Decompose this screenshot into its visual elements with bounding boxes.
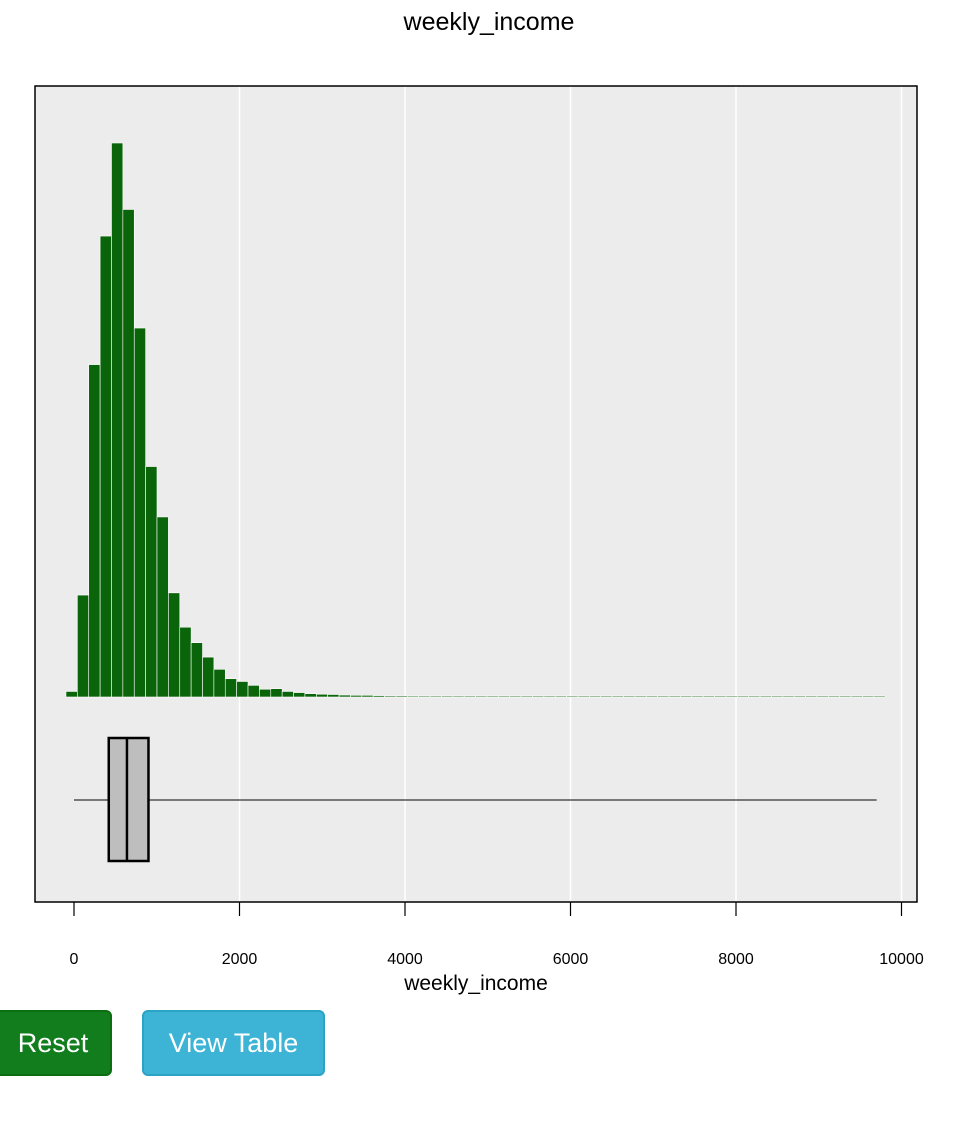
histogram-bar <box>304 693 317 698</box>
histogram-bar <box>543 695 556 698</box>
histogram-bar <box>520 695 533 698</box>
histogram-bar <box>873 695 886 698</box>
histogram-bar <box>691 695 704 698</box>
histogram-bar <box>338 694 351 698</box>
histogram-bar <box>862 695 875 698</box>
histogram-bar <box>805 695 818 698</box>
histogram-bar <box>77 594 90 698</box>
histogram-bar <box>554 695 567 698</box>
x-tick-label: 10000 <box>879 951 924 968</box>
histogram-bar <box>202 656 215 698</box>
histogram-bar <box>645 695 658 698</box>
histogram-bar <box>702 695 715 698</box>
histogram-bar <box>361 695 374 698</box>
histogram-bar <box>771 695 784 698</box>
histogram-bar <box>475 695 488 698</box>
histogram-bars <box>65 142 886 698</box>
x-tick-label: 6000 <box>553 951 589 968</box>
histogram-bar <box>509 695 522 698</box>
histogram-bar <box>577 695 590 698</box>
histogram-bar <box>657 695 670 698</box>
histogram-bar <box>407 695 419 698</box>
histogram-bar <box>634 695 647 698</box>
histogram-bar <box>99 235 112 698</box>
histogram-bar <box>179 626 192 698</box>
histogram-bar <box>736 695 749 698</box>
histogram-bar <box>281 691 294 698</box>
histogram-bar <box>759 695 772 698</box>
histogram-bar <box>429 695 442 698</box>
histogram-bar <box>315 693 328 698</box>
boxplot-box <box>107 736 150 863</box>
x-tick-label: 2000 <box>222 951 258 968</box>
histogram-bar <box>213 668 226 698</box>
histogram-bar <box>441 695 454 698</box>
histogram-bar <box>236 681 249 698</box>
histogram-chart: weekly_income 0 2000 4000 6000 8000 10000 wee… <box>34 8 924 995</box>
histogram-bar <box>247 685 260 698</box>
histogram-bar <box>350 695 363 698</box>
histogram-bar <box>88 364 101 698</box>
reset-button[interactable]: Reset <box>0 1010 112 1076</box>
histogram-bar <box>122 209 135 698</box>
histogram-bar <box>156 516 169 698</box>
histogram-bar <box>190 642 203 698</box>
histogram-bar <box>259 688 272 698</box>
histogram-bar <box>725 695 738 698</box>
histogram-bar <box>372 695 385 698</box>
grid-lines <box>238 86 903 902</box>
x-tick-label: 8000 <box>718 951 754 968</box>
histogram-bar <box>168 592 181 698</box>
histogram-bar <box>793 695 806 698</box>
plot-panel <box>35 86 917 902</box>
histogram-bar <box>452 695 465 698</box>
boxplot <box>74 736 877 863</box>
histogram-bar <box>327 694 340 698</box>
chart-title: weekly_income <box>403 8 575 36</box>
histogram-bar <box>270 688 283 698</box>
histogram-bar <box>111 142 124 698</box>
histogram-bar <box>463 695 476 698</box>
histogram-bar <box>680 695 693 698</box>
x-axis-ticks: 0 2000 4000 6000 8000 10000 <box>70 902 924 968</box>
x-axis-label: weekly_income <box>403 972 548 995</box>
histogram-bar <box>384 695 397 698</box>
histogram-bar <box>839 695 852 698</box>
histogram-bar <box>395 695 408 698</box>
histogram-bar <box>782 695 795 698</box>
histogram-bar <box>589 695 602 698</box>
histogram-bar <box>611 695 624 698</box>
x-tick-label: 4000 <box>387 951 423 968</box>
histogram-bar <box>532 695 545 698</box>
histogram-bar <box>145 466 158 698</box>
view-table-button[interactable]: View Table <box>142 1010 325 1076</box>
histogram-bar <box>623 695 636 698</box>
histogram-bar <box>668 695 681 698</box>
histogram-bar <box>600 695 613 698</box>
histogram-bar <box>293 692 306 698</box>
histogram-bar <box>486 695 499 698</box>
histogram-bar <box>748 695 761 698</box>
histogram-bar <box>828 695 840 698</box>
plot-border <box>34 85 918 903</box>
histogram-bar <box>224 678 237 698</box>
histogram-bar <box>498 695 511 698</box>
histogram-bar <box>133 327 146 698</box>
histogram-bar <box>566 695 579 698</box>
x-tick-label: 0 <box>70 951 79 968</box>
histogram-bar <box>850 695 863 698</box>
histogram-bar <box>714 695 727 698</box>
histogram-bar <box>816 695 829 698</box>
histogram-bar <box>65 691 78 698</box>
histogram-bar <box>418 695 431 698</box>
